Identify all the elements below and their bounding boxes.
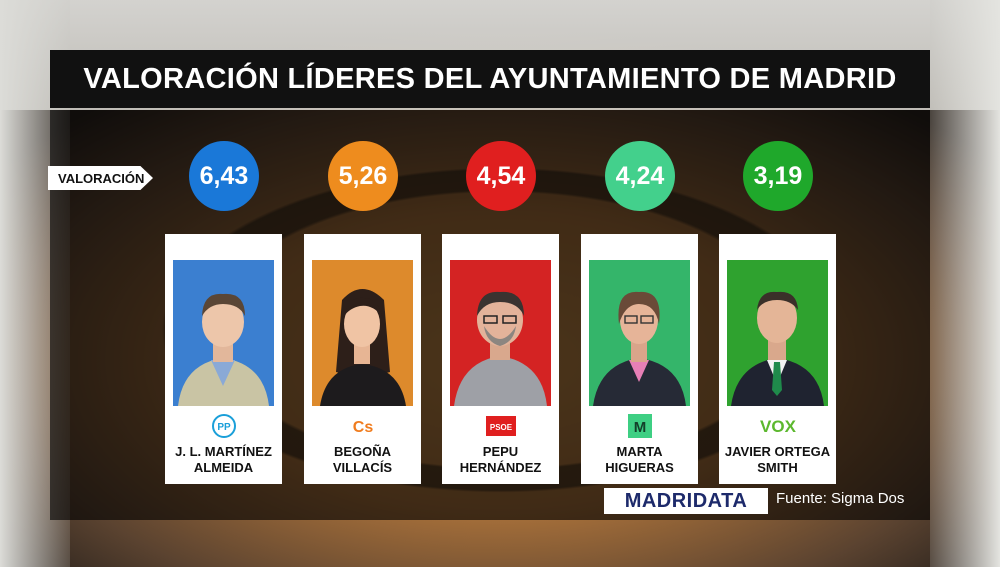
leader-photo-villacis (312, 260, 413, 406)
party-logo-vox: VOX (719, 412, 836, 440)
leader-name-line2: SMITH (757, 460, 798, 475)
leader-card-higueras: M MARTA HIGUERAS (581, 234, 698, 484)
leader-name-villacis: BEGOÑA VILLACÍS (304, 444, 421, 476)
svg-text:Cs: Cs (352, 419, 373, 436)
party-logo-cs: Cs (304, 412, 421, 440)
party-logo-psoe: PSOE (442, 412, 559, 440)
leader-name-line1: JAVIER ORTEGA (724, 444, 831, 459)
party-logo-pp: PP (165, 412, 282, 440)
score-badge-ortega-smith: 3,19 (743, 141, 813, 211)
svg-text:VOX: VOX (760, 417, 797, 436)
leader-name-almeida: J. L. MARTÍNEZ ALMEIDA (165, 444, 282, 476)
leader-name-line1: BEGOÑA (333, 444, 392, 459)
leader-card-ortega-smith: VOX JAVIER ORTEGA SMITH (719, 234, 836, 484)
leader-name-hernandez: PEPU HERNÁNDEZ (442, 444, 559, 476)
leader-name-line1: J. L. MARTÍNEZ (175, 444, 272, 459)
party-logo-mas-madrid: M (581, 412, 698, 440)
chart-title: VALORACIÓN LÍDERES DEL AYUNTAMIENTO DE M… (50, 50, 930, 108)
leader-name-line2: ALMEIDA (193, 460, 254, 475)
score-badge-higueras: 4,24 (605, 141, 675, 211)
source-text: Fuente: Sigma Dos (776, 490, 905, 507)
score-badge-almeida: 6,43 (189, 141, 259, 211)
leader-photo-ortega-smith (727, 260, 828, 406)
leader-card-hernandez: PSOE PEPU HERNÁNDEZ (442, 234, 559, 484)
valoracion-label: VALORACIÓN (48, 166, 153, 190)
leader-photo-higueras (589, 260, 690, 406)
leader-name-line2: HIGUERAS (605, 460, 674, 475)
brand-logo: MADRIDATA (604, 488, 768, 514)
score-badge-hernandez: 4,54 (466, 141, 536, 211)
svg-text:M: M (633, 419, 646, 436)
leader-card-villacis: Cs BEGOÑA VILLACÍS (304, 234, 421, 484)
leader-name-higueras: MARTA HIGUERAS (581, 444, 698, 476)
leader-name-line2: VILLACÍS (332, 460, 393, 475)
leader-name-line1: MARTA (616, 444, 663, 459)
leader-card-almeida: PP J. L. MARTÍNEZ ALMEIDA (165, 234, 282, 484)
background-right-wall (930, 0, 1000, 567)
svg-text:PSOE: PSOE (489, 423, 512, 432)
score-badge-villacis: 5,26 (328, 141, 398, 211)
leader-name-line2: HERNÁNDEZ (459, 460, 542, 475)
leader-photo-almeida (173, 260, 274, 406)
svg-text:PP: PP (217, 422, 231, 433)
leader-name-ortega-smith: JAVIER ORTEGA SMITH (719, 444, 836, 476)
leader-name-line1: PEPU (482, 444, 519, 459)
leader-photo-hernandez (450, 260, 551, 406)
